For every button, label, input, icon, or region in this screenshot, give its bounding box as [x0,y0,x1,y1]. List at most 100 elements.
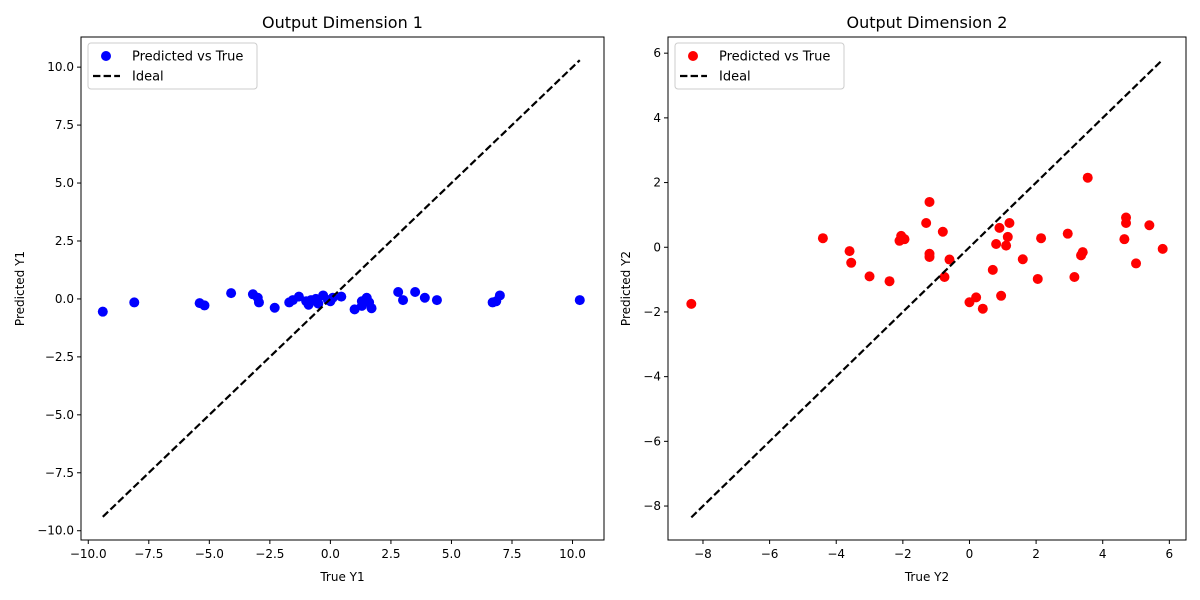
axes-frame [80,36,605,541]
data-point [1002,231,1013,242]
data-point [199,300,210,311]
x-tick-label: 6 [1166,547,1174,561]
y-axis-label: Predicted Y1 [13,251,27,326]
data-point [1017,254,1028,265]
y-tick-label: −2 [643,305,661,319]
data-point [1157,243,1168,254]
data-point [1131,258,1142,269]
data-point [971,292,982,303]
data-point [1119,234,1130,245]
x-tick-label: −2.5 [255,547,284,561]
data-point [939,272,950,283]
x-tick-label: 2 [1032,547,1040,561]
y-tick-label: 6 [653,46,661,60]
y-tick-label: 2 [653,176,661,190]
axes-frame [667,36,1187,541]
y-tick-label: −5.0 [45,408,74,422]
data-point [574,295,585,306]
data-point [1062,228,1073,239]
data-point [987,264,998,275]
y-tick-label: 4 [653,111,661,125]
legend: Predicted vs True Ideal [87,42,258,90]
y-tick-label: 10.0 [47,60,74,74]
ideal-line [690,58,1164,519]
x-tick-label: −10.0 [70,547,107,561]
data-point [1036,233,1047,244]
data-point [410,286,421,297]
data-point [924,251,935,262]
x-tick-label: −4 [827,547,845,561]
x-tick-label: −7.5 [134,547,163,561]
y-tick-label: 7.5 [55,118,74,132]
data-point [366,303,377,314]
legend-label: Predicted vs True [719,50,830,65]
y-tick-label: −10.0 [37,524,74,538]
x-tick-label: 0 [966,547,974,561]
legend-box [87,42,258,90]
x-axis-label: True Y2 [904,570,949,584]
data-point [817,233,828,244]
legend-label: Ideal [132,70,164,85]
y-tick-label: −2.5 [45,350,74,364]
subplot-output-dimension-1: −10.0 −7.5 −5.0 −2.5 0.0 2.5 5.0 7.5 10.0 −10.0 −7… [13,13,605,584]
data-point [1069,272,1080,283]
data-point [846,257,857,268]
data-point [884,276,895,287]
data-point [944,254,955,265]
x-tick-label: 4 [1099,547,1107,561]
data-point [253,297,264,308]
x-tick-label: 2.5 [381,547,400,561]
y-axis-label: Predicted Y2 [619,251,633,326]
data-point [994,222,1005,233]
y-tick-label: −6 [643,434,661,448]
y-tick-label: −8 [643,499,661,513]
ideal-line [102,59,581,518]
data-point [431,295,442,306]
data-point [419,292,430,303]
data-point [899,234,910,245]
data-point [1121,212,1132,223]
data-layer [97,59,585,518]
data-point [996,290,1007,301]
chart-title: Output Dimension 1 [262,13,423,32]
x-tick-label: −2 [894,547,912,561]
data-point [1001,240,1012,251]
data-point [1082,172,1093,183]
x-tick-label: 10.0 [559,547,586,561]
data-point [293,291,304,302]
data-point [844,246,855,257]
x-axis-label: True Y1 [319,570,364,584]
subplot-output-dimension-2: −8 −6 −4 −2 0 2 4 6 −8 −6 −4 −2 0 2 4 6 Output Dimension… [619,13,1187,584]
data-point [921,217,932,228]
chart-title: Output Dimension 2 [847,13,1008,32]
data-point [269,302,280,313]
data-point [1032,273,1043,284]
x-tick-label: 0.0 [321,547,340,561]
x-tick-label: −8 [694,547,712,561]
legend-box [674,42,845,90]
legend-label: Ideal [719,70,751,85]
data-point [937,226,948,237]
data-point [494,290,505,301]
x-tick-label: 7.5 [502,547,521,561]
data-point [1077,247,1088,258]
data-point [991,239,1002,250]
data-point [336,291,347,302]
data-point [924,196,935,207]
data-layer [686,58,1168,519]
y-tick-label: 0.0 [55,292,74,306]
data-point [864,271,875,282]
data-point [686,298,697,309]
data-point [129,297,140,308]
x-tick-label: −5.0 [195,547,224,561]
data-point [398,295,409,306]
data-point [226,288,237,299]
data-point [313,298,324,309]
y-tick-label: 5.0 [55,176,74,190]
data-point [1004,217,1015,228]
data-point [1144,220,1155,231]
x-tick-label: −6 [761,547,779,561]
legend-marker [101,51,111,61]
y-tick-label: −4 [643,370,661,384]
